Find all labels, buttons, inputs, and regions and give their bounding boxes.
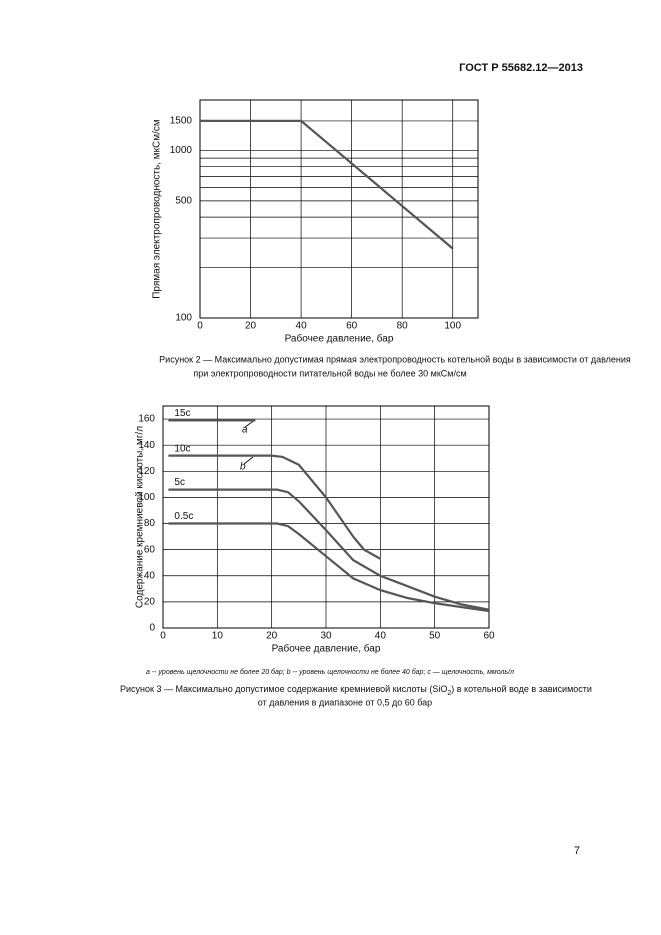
y-tick-label: 100 [138,492,155,503]
footnote: a -- уровень щелочности не более 20 бар;… [146,668,514,676]
caption: Рисунок 3 — Максимально допустимое содер… [120,684,592,696]
leader-line [243,456,254,465]
series-label: 5c [174,477,185,488]
x-tick-label: 100 [444,321,461,332]
y-tick-label: 60 [144,544,156,555]
series-label: 15c [174,408,190,419]
x-axis-title: Рабочее давление, бар [285,333,394,345]
data-line [168,454,381,560]
series-label: 10c [174,443,190,454]
x-tick-label: 60 [483,631,495,642]
y-tick-label: 20 [144,597,156,608]
x-tick-label: 30 [320,631,332,642]
y-axis-title: Содержание кремниевой кислоты, мг/л [135,426,146,608]
x-tick-label: 20 [266,631,278,642]
x-tick-label: 50 [429,631,441,642]
caption: от давления в диапазоне от 0,5 до 60 бар [258,697,432,707]
caption-part: ) в котельной воде в зависимости [451,684,592,694]
y-tick-label: 160 [138,414,155,425]
y-tick-label: 120 [138,466,155,477]
data-line [168,488,490,611]
x-tick-label: 80 [397,321,409,332]
x-tick-label: 40 [375,631,387,642]
page-number: 7 [574,845,580,857]
y-tick-label: 1000 [170,145,193,156]
y-tick-label: 0 [149,623,155,634]
y-tick-label: 80 [144,518,156,529]
annotation: b [240,462,246,473]
y-tick-label: 140 [138,440,155,451]
x-tick-label: 0 [197,321,203,332]
data-line [200,119,454,250]
y-tick-label: 500 [175,196,192,207]
x-tick-label: 0 [160,631,166,642]
x-tick-label: 20 [245,321,257,332]
plot-frame [162,405,490,629]
data-line [168,522,490,613]
y-tick-label: 100 [175,313,192,324]
caption-subscript: 2 [447,690,451,697]
series-label: 0.5c [174,511,193,522]
x-axis-title: Рабочее давление, бар [272,643,381,655]
y-axis-title: Прямая электропроводность, мкСм/см [152,119,163,299]
x-tick-label: 60 [346,321,358,332]
caption: при электропроводности питательной воды … [193,368,466,378]
x-tick-label: 10 [212,631,224,642]
x-tick-label: 40 [296,321,308,332]
y-tick-label: 1500 [170,116,193,127]
y-tick-label: 40 [144,570,156,581]
caption: Рисунок 2 — Максимально допустимая пряма… [159,354,631,364]
plot-frame [199,99,479,319]
header-title: ГОСТ Р 55682.12—2013 [459,62,583,74]
caption-part: Рисунок 3 — Максимально допустимое содер… [120,684,447,694]
annotation: a [242,425,248,436]
